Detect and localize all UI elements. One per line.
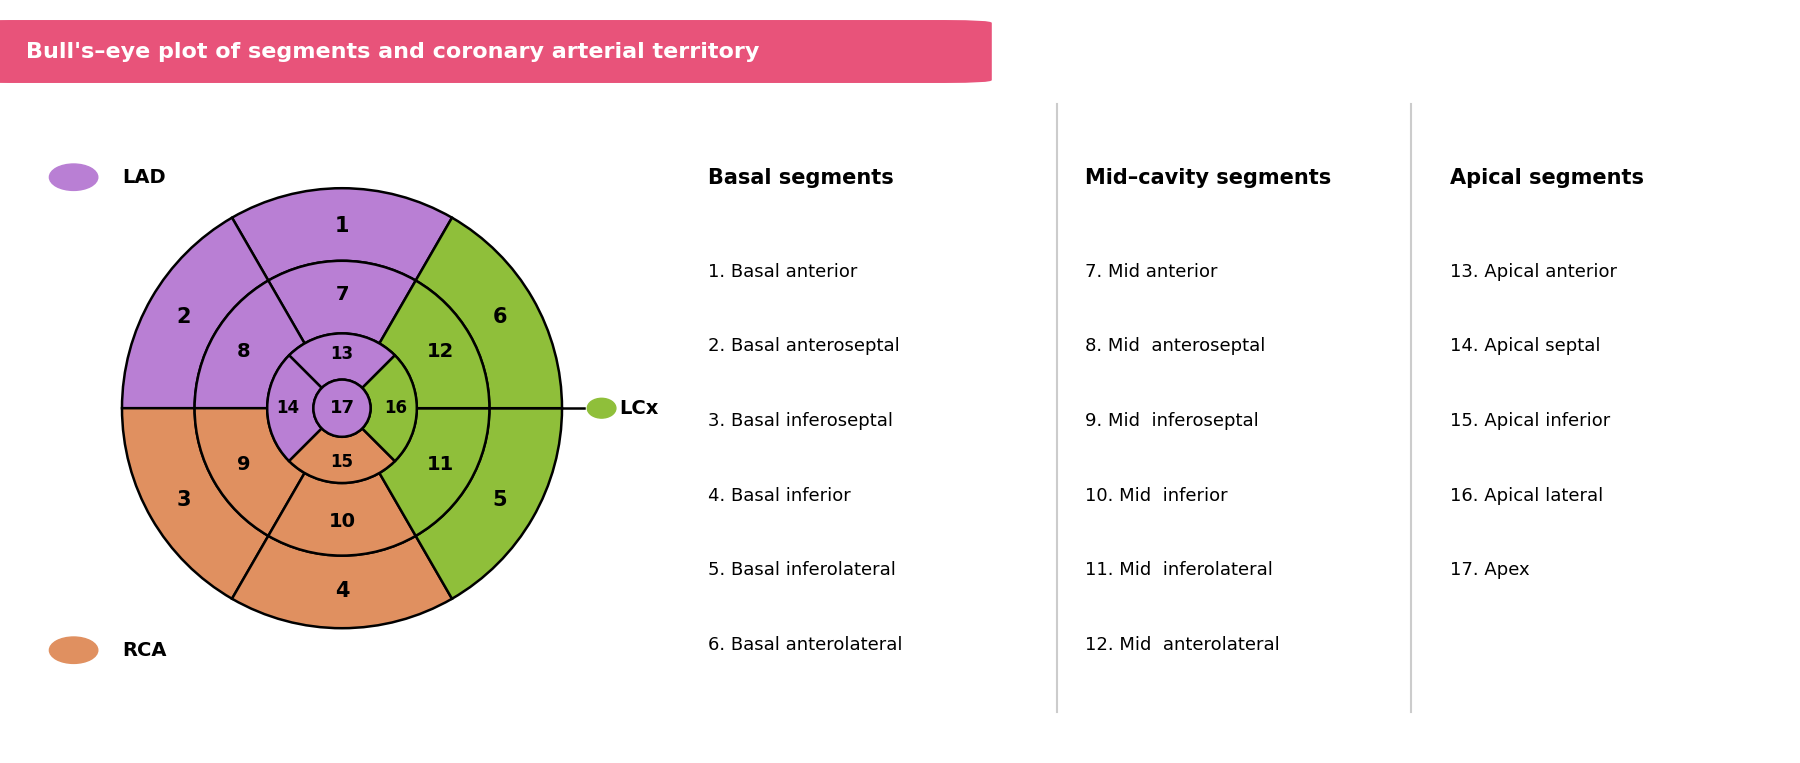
Text: 8: 8 <box>238 342 250 361</box>
Text: LCx: LCx <box>619 399 659 417</box>
Wedge shape <box>416 408 562 599</box>
Wedge shape <box>232 188 452 281</box>
Wedge shape <box>194 408 304 536</box>
Text: 11: 11 <box>427 456 454 475</box>
Wedge shape <box>122 217 268 408</box>
Text: Apical segments: Apical segments <box>1451 168 1643 188</box>
Text: 3. Basal inferoseptal: 3. Basal inferoseptal <box>707 412 893 430</box>
Text: 11. Mid  inferolateral: 11. Mid inferolateral <box>1085 562 1273 579</box>
Wedge shape <box>232 536 452 628</box>
Wedge shape <box>380 408 490 536</box>
Text: 1. Basal anterior: 1. Basal anterior <box>707 262 857 281</box>
Text: 7: 7 <box>335 285 349 304</box>
Text: Mid–cavity segments: Mid–cavity segments <box>1085 168 1330 188</box>
Text: 12. Mid  anterolateral: 12. Mid anterolateral <box>1085 636 1280 654</box>
Text: Basal segments: Basal segments <box>707 168 895 188</box>
Text: 1: 1 <box>335 216 349 236</box>
Text: 17: 17 <box>329 399 355 417</box>
Text: LAD: LAD <box>122 168 166 187</box>
FancyBboxPatch shape <box>0 20 992 83</box>
Text: 8. Mid  anteroseptal: 8. Mid anteroseptal <box>1085 337 1265 356</box>
Text: 6: 6 <box>493 307 508 327</box>
Text: 16: 16 <box>385 399 407 417</box>
Wedge shape <box>268 473 416 555</box>
Wedge shape <box>380 281 490 408</box>
Ellipse shape <box>49 637 97 663</box>
Text: Bull's–eye plot of segments and coronary arterial territory: Bull's–eye plot of segments and coronary… <box>25 41 760 62</box>
Text: 16. Apical lateral: 16. Apical lateral <box>1451 487 1604 505</box>
Wedge shape <box>266 356 322 461</box>
Text: 12: 12 <box>427 342 454 361</box>
Text: 15: 15 <box>331 453 353 471</box>
Text: 4: 4 <box>335 581 349 600</box>
Wedge shape <box>290 333 394 388</box>
Text: 2. Basal anteroseptal: 2. Basal anteroseptal <box>707 337 900 356</box>
Text: 14. Apical septal: 14. Apical septal <box>1451 337 1600 356</box>
Wedge shape <box>290 429 394 483</box>
Wedge shape <box>268 261 416 343</box>
Wedge shape <box>362 356 418 461</box>
Text: 3: 3 <box>176 490 191 510</box>
Ellipse shape <box>587 398 616 418</box>
Text: 5. Basal inferolateral: 5. Basal inferolateral <box>707 562 896 579</box>
Ellipse shape <box>49 164 97 191</box>
Text: 10: 10 <box>329 512 356 531</box>
Circle shape <box>313 380 371 436</box>
Text: 10. Mid  inferior: 10. Mid inferior <box>1085 487 1228 505</box>
Text: 7. Mid anterior: 7. Mid anterior <box>1085 262 1217 281</box>
Wedge shape <box>416 217 562 408</box>
Text: 13: 13 <box>331 346 353 363</box>
Text: 9. Mid  inferoseptal: 9. Mid inferoseptal <box>1085 412 1258 430</box>
Wedge shape <box>194 281 304 408</box>
Wedge shape <box>122 408 268 599</box>
Text: 5: 5 <box>493 490 508 510</box>
Text: 2: 2 <box>176 307 191 327</box>
Text: 15. Apical inferior: 15. Apical inferior <box>1451 412 1611 430</box>
Text: RCA: RCA <box>122 641 167 660</box>
Text: 4. Basal inferior: 4. Basal inferior <box>707 487 851 505</box>
Text: 14: 14 <box>277 399 299 417</box>
Text: 9: 9 <box>238 456 250 475</box>
Text: 13. Apical anterior: 13. Apical anterior <box>1451 262 1616 281</box>
Text: 17. Apex: 17. Apex <box>1451 562 1530 579</box>
Text: 6. Basal anterolateral: 6. Basal anterolateral <box>707 636 904 654</box>
